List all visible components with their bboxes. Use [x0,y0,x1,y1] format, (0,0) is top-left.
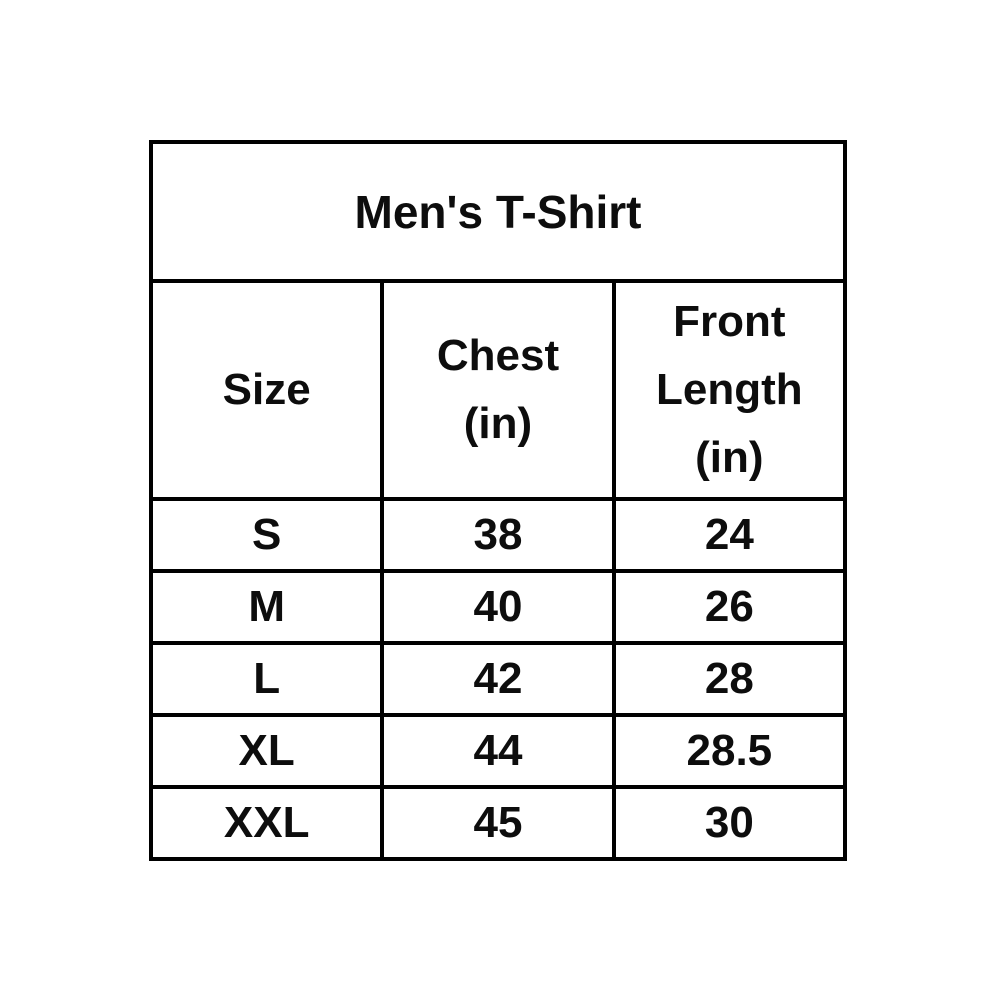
table-row-xxl: XXL 45 30 [148,785,848,861]
front-length-cell: 26 [611,569,848,645]
size-cell: XL [148,713,385,789]
size-chart-table: Men's T-Shirt Size Chest (in) Front Leng… [148,140,848,861]
chest-cell: 45 [380,785,616,861]
header-line: Front [673,297,786,346]
front-length-cell: 24 [611,497,848,573]
column-header-size: Size [148,279,385,501]
chart-title: Men's T-Shirt [149,140,847,283]
header-line: Length [656,365,803,414]
column-header-chest: Chest (in) [380,279,616,501]
header-line: (in) [463,399,533,448]
table-row-l: L 42 28 [148,641,848,717]
size-cell: L [148,641,385,717]
table-row-m: M 40 26 [148,569,848,645]
size-cell: S [148,497,385,573]
chest-cell: 42 [380,641,616,717]
column-header-front-length: Front Length (in) [611,279,848,501]
chest-cell: 40 [380,569,616,645]
size-cell: XXL [148,785,385,861]
front-length-cell: 28 [611,641,848,717]
header-line: Size [222,365,311,414]
header-line: Chest [436,331,560,380]
table-row-s: S 38 24 [148,497,848,573]
title-row: Men's T-Shirt [149,140,847,283]
front-length-cell: 30 [611,785,848,861]
chest-cell: 38 [380,497,616,573]
size-cell: M [148,569,385,645]
header-line: (in) [695,433,764,482]
header-row: Size Chest (in) Front Length (in) [148,279,848,501]
chest-cell: 44 [380,713,616,789]
front-length-cell: 28.5 [611,713,848,789]
table-row-xl: XL 44 28.5 [148,713,848,789]
